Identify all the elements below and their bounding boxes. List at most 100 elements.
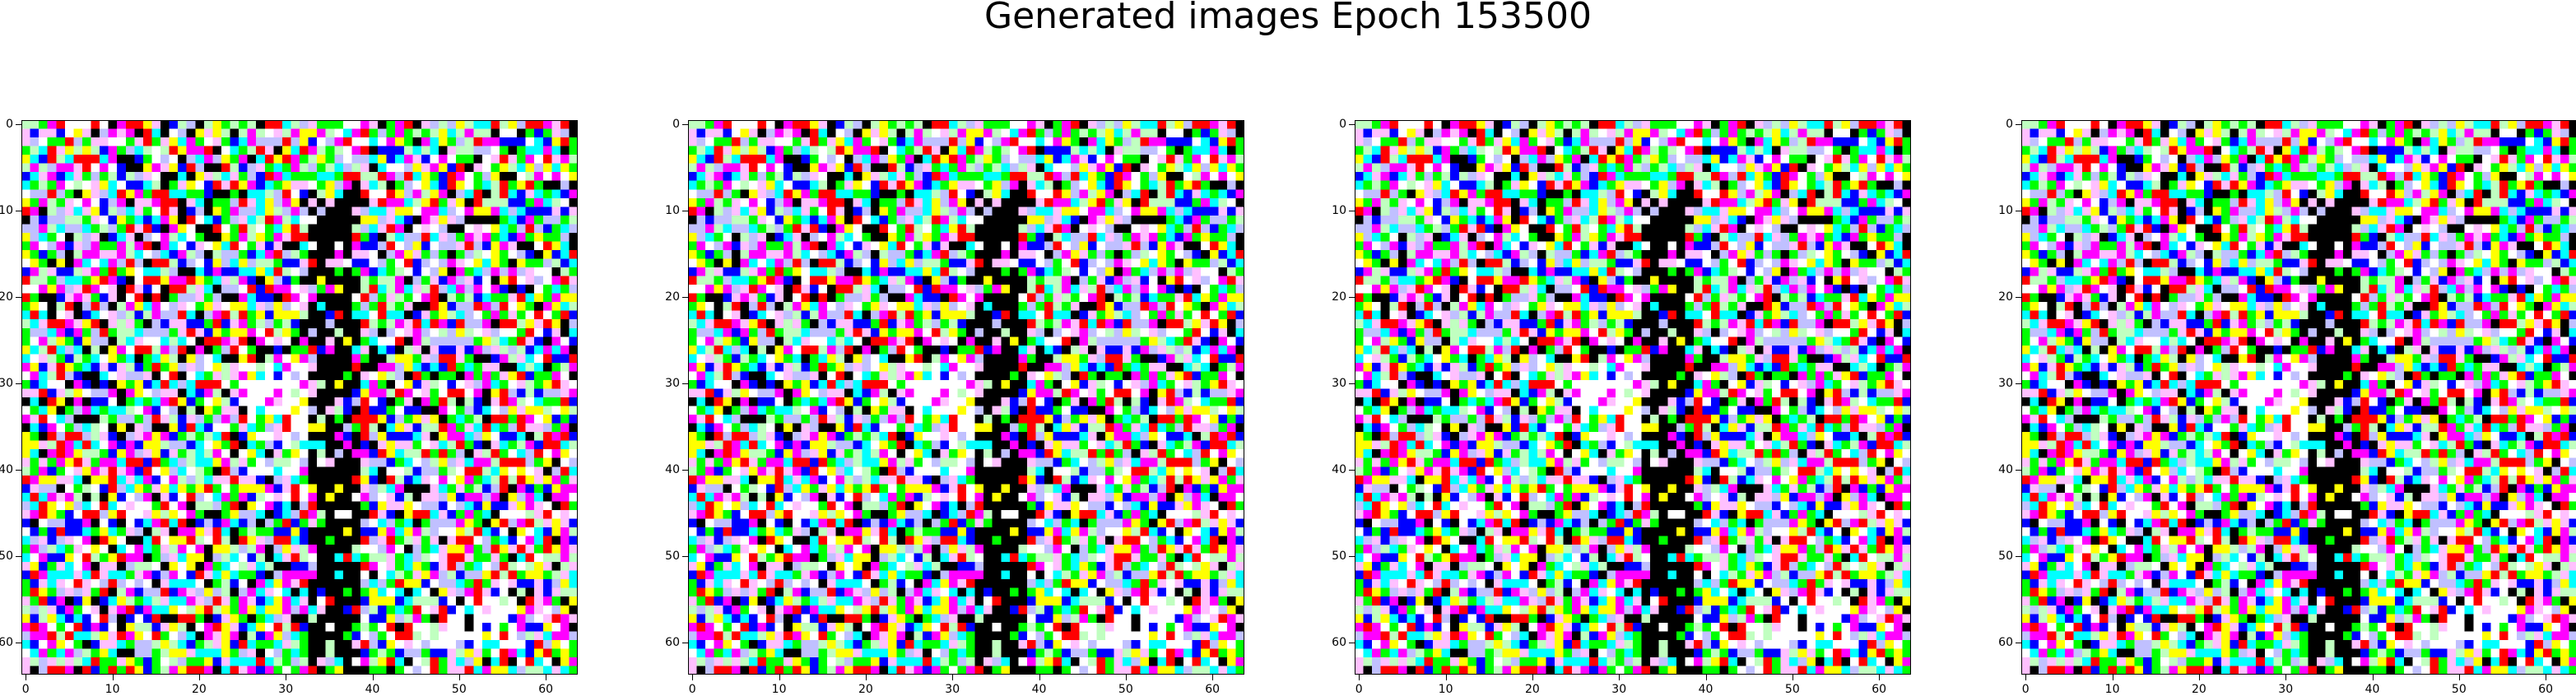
x-tick-label: 20 [191, 683, 207, 696]
y-tick [1349, 470, 1355, 471]
y-tick [16, 470, 21, 471]
y-tick-label: 50 [0, 550, 13, 564]
image-canvas [688, 120, 1244, 675]
generated-image-2: 0 10 20 30 40 50 60 0 10 20 30 40 50 60 [665, 118, 1244, 696]
y-tick [1349, 383, 1355, 385]
y-tick-label: 60 [1998, 636, 2013, 650]
y-tick-label: 20 [1998, 290, 2013, 304]
y-tick-label: 60 [0, 636, 13, 650]
image-canvas [1355, 120, 1911, 675]
x-tick [1039, 675, 1040, 680]
x-tick-label: 30 [945, 683, 960, 696]
y-tick [2016, 470, 2021, 471]
x-tick-label: 40 [2364, 683, 2380, 696]
x-tick-label: 30 [278, 683, 294, 696]
x-tick-label: 60 [2538, 683, 2554, 696]
y-tick [1349, 556, 1355, 558]
y-tick-label: 0 [2006, 118, 2013, 132]
y-tick [16, 556, 21, 558]
x-tick-label: 0 [21, 683, 30, 696]
x-tick-label: 30 [2278, 683, 2294, 696]
y-tick [682, 297, 688, 299]
x-tick-label: 0 [1355, 683, 1363, 696]
x-tick [458, 675, 460, 680]
y-tick-label: 0 [672, 118, 680, 132]
y-tick-label: 40 [1998, 463, 2013, 477]
x-tick-label: 60 [1205, 683, 1221, 696]
x-tick-label: 20 [2191, 683, 2206, 696]
y-tick [2016, 297, 2021, 299]
y-tick-label: 50 [665, 550, 680, 564]
x-tick [1532, 675, 1533, 680]
x-tick-label: 30 [1611, 683, 1627, 696]
x-tick-label: 40 [365, 683, 380, 696]
y-tick-label: 50 [1998, 550, 2013, 564]
generated-image-3: 0 10 20 30 40 50 60 0 10 20 30 40 50 60 [1332, 118, 1911, 696]
y-tick-label: 20 [665, 290, 680, 304]
y-tick [682, 124, 688, 126]
y-tick-label: 10 [665, 204, 680, 218]
y-tick-label: 50 [1332, 550, 1346, 564]
x-tick [2025, 675, 2027, 680]
y-tick-label: 0 [1339, 118, 1346, 132]
x-tick [2458, 675, 2460, 680]
x-tick-label: 20 [1524, 683, 1540, 696]
x-tick [2285, 675, 2287, 680]
y-tick-label: 40 [1332, 463, 1346, 477]
y-tick-label: 40 [665, 463, 680, 477]
y-tick [2016, 124, 2021, 126]
x-tick-label: 50 [1784, 683, 1800, 696]
y-tick-label: 20 [0, 290, 13, 304]
x-tick-label: 0 [2021, 683, 2030, 696]
x-tick-label: 60 [538, 683, 554, 696]
y-tick-label: 60 [665, 636, 680, 650]
y-tick [682, 556, 688, 558]
generated-image-1: 0 10 20 30 40 50 60 0 10 20 30 40 50 60 [0, 118, 578, 696]
x-tick [1879, 675, 1881, 680]
x-tick-label: 10 [771, 683, 787, 696]
generated-image-4: 0 10 20 30 40 50 60 0 10 20 30 40 50 60 [1998, 118, 2576, 696]
y-tick [2016, 556, 2021, 558]
x-tick-label: 50 [2451, 683, 2467, 696]
y-tick-label: 10 [1998, 204, 2013, 218]
x-tick [952, 675, 954, 680]
y-tick [1349, 124, 1355, 126]
y-tick-label: 30 [0, 377, 13, 391]
x-tick [2198, 675, 2200, 680]
y-tick-label: 30 [1332, 377, 1346, 391]
y-tick-label: 10 [1332, 204, 1346, 218]
x-tick [372, 675, 374, 680]
y-tick [16, 124, 21, 126]
x-tick-label: 0 [688, 683, 696, 696]
x-tick-label: 50 [1118, 683, 1133, 696]
y-tick-label: 0 [6, 118, 13, 132]
y-tick-label: 10 [0, 204, 13, 218]
x-tick-label: 60 [1872, 683, 1887, 696]
y-tick [16, 297, 21, 299]
x-tick-label: 20 [858, 683, 873, 696]
x-tick-label: 40 [1698, 683, 1713, 696]
x-tick-label: 40 [1031, 683, 1047, 696]
y-tick [682, 383, 688, 385]
x-tick [1212, 675, 1214, 680]
x-tick [1619, 675, 1620, 680]
y-tick [2016, 383, 2021, 385]
y-tick-label: 40 [0, 463, 13, 477]
x-tick [1445, 675, 1447, 680]
x-tick [865, 675, 867, 680]
x-tick [779, 675, 780, 680]
y-tick-label: 30 [1998, 377, 2013, 391]
x-tick [1125, 675, 1127, 680]
y-tick-label: 30 [665, 377, 680, 391]
y-tick [682, 470, 688, 471]
x-tick [692, 675, 694, 680]
y-tick [1349, 297, 1355, 299]
image-canvas [2021, 120, 2576, 675]
x-tick [2372, 675, 2374, 680]
image-canvas [21, 120, 578, 675]
x-tick [1705, 675, 1707, 680]
x-tick-label: 10 [2104, 683, 2120, 696]
figure-title: Generated images Epoch 153500 [983, 0, 1593, 37]
x-tick [112, 675, 114, 680]
x-tick-label: 10 [1438, 683, 1453, 696]
